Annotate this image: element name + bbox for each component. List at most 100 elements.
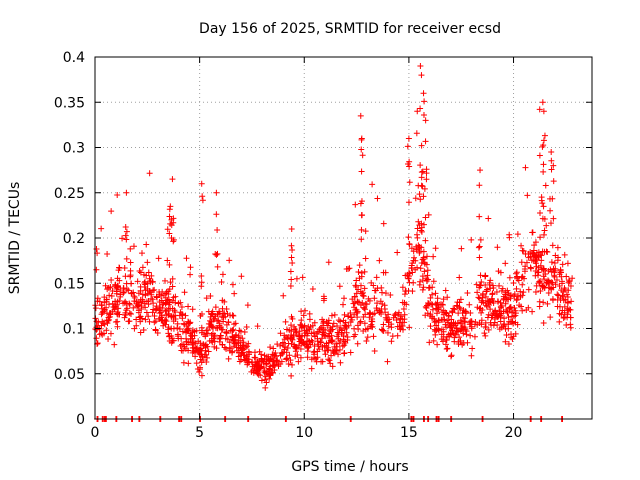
data-point bbox=[170, 294, 177, 301]
data-point bbox=[168, 222, 175, 229]
data-point bbox=[157, 305, 164, 312]
data-point bbox=[505, 325, 512, 332]
x-tick-label: 15 bbox=[400, 425, 418, 441]
data-point bbox=[380, 220, 387, 227]
data-point bbox=[418, 142, 425, 149]
data-point bbox=[329, 323, 336, 330]
data-point bbox=[167, 203, 174, 210]
data-point bbox=[258, 351, 265, 358]
data-point bbox=[148, 272, 155, 279]
data-point bbox=[567, 283, 574, 290]
data-point bbox=[257, 364, 264, 371]
data-point bbox=[400, 306, 407, 313]
data-point bbox=[565, 277, 572, 284]
data-point bbox=[162, 277, 169, 284]
data-point bbox=[506, 234, 513, 241]
data-point bbox=[137, 296, 144, 303]
data-point bbox=[463, 328, 470, 335]
data-point bbox=[288, 225, 295, 232]
data-point bbox=[210, 324, 217, 331]
data-point bbox=[149, 309, 156, 316]
data-point bbox=[416, 248, 423, 255]
data-point bbox=[448, 322, 455, 329]
data-point bbox=[506, 274, 513, 281]
chart-title: Day 156 of 2025, SRMTID for receiver ecs… bbox=[199, 21, 501, 37]
data-point bbox=[484, 314, 491, 321]
data-point bbox=[449, 327, 456, 334]
data-point bbox=[549, 195, 556, 202]
data-point bbox=[443, 337, 450, 344]
data-point bbox=[216, 322, 223, 329]
data-point bbox=[438, 301, 445, 308]
data-point bbox=[208, 331, 215, 338]
data-point bbox=[356, 262, 363, 269]
data-point bbox=[321, 347, 328, 354]
data-point bbox=[517, 293, 524, 300]
data-point bbox=[484, 297, 491, 304]
data-point bbox=[552, 252, 559, 259]
data-point bbox=[503, 332, 510, 339]
data-point bbox=[529, 250, 536, 257]
data-point bbox=[272, 349, 279, 356]
data-point bbox=[358, 135, 365, 142]
data-point bbox=[414, 231, 421, 238]
data-point bbox=[365, 295, 372, 302]
data-point bbox=[117, 293, 124, 300]
data-point bbox=[251, 354, 258, 361]
data-point bbox=[322, 351, 329, 358]
data-point bbox=[198, 372, 205, 379]
data-point bbox=[299, 274, 306, 281]
data-point bbox=[141, 271, 148, 278]
data-point bbox=[270, 345, 277, 352]
data-point bbox=[366, 309, 373, 316]
y-axis-label: SRMTID / TECUs bbox=[7, 182, 23, 295]
data-point bbox=[244, 302, 251, 309]
data-point bbox=[547, 314, 554, 321]
data-point bbox=[185, 360, 192, 367]
data-point bbox=[223, 345, 230, 352]
data-point bbox=[200, 357, 207, 364]
data-point bbox=[499, 285, 506, 292]
data-point bbox=[324, 347, 331, 354]
data-point bbox=[554, 257, 561, 264]
data-point bbox=[408, 265, 415, 272]
data-point bbox=[283, 334, 290, 341]
data-point bbox=[138, 302, 145, 309]
data-point bbox=[123, 189, 130, 196]
data-point bbox=[293, 329, 300, 336]
data-point bbox=[143, 241, 150, 248]
data-point bbox=[287, 268, 294, 275]
data-point bbox=[321, 332, 328, 339]
data-point bbox=[560, 314, 567, 321]
data-point bbox=[540, 231, 547, 238]
data-point bbox=[322, 333, 329, 340]
data-point bbox=[527, 265, 534, 272]
data-point bbox=[289, 247, 296, 254]
data-point bbox=[353, 277, 360, 284]
data-point bbox=[121, 299, 128, 306]
data-point bbox=[183, 255, 190, 262]
data-point bbox=[323, 340, 330, 347]
data-point bbox=[128, 289, 135, 296]
data-point bbox=[564, 305, 571, 312]
data-point bbox=[182, 312, 189, 319]
data-point bbox=[359, 152, 366, 159]
data-point bbox=[432, 300, 439, 307]
data-point bbox=[435, 305, 442, 312]
data-point bbox=[505, 340, 512, 347]
data-point bbox=[478, 299, 485, 306]
data-point bbox=[406, 179, 413, 186]
data-point bbox=[288, 242, 295, 249]
data-point bbox=[288, 254, 295, 261]
data-point bbox=[376, 309, 383, 316]
data-point bbox=[137, 299, 144, 306]
data-point bbox=[174, 331, 181, 338]
data-point bbox=[301, 322, 308, 329]
data-point bbox=[186, 320, 193, 327]
data-point bbox=[116, 297, 123, 304]
data-point bbox=[439, 338, 446, 345]
data-point bbox=[479, 292, 486, 299]
data-point bbox=[170, 325, 177, 332]
data-point bbox=[460, 330, 467, 337]
data-point bbox=[403, 301, 410, 308]
